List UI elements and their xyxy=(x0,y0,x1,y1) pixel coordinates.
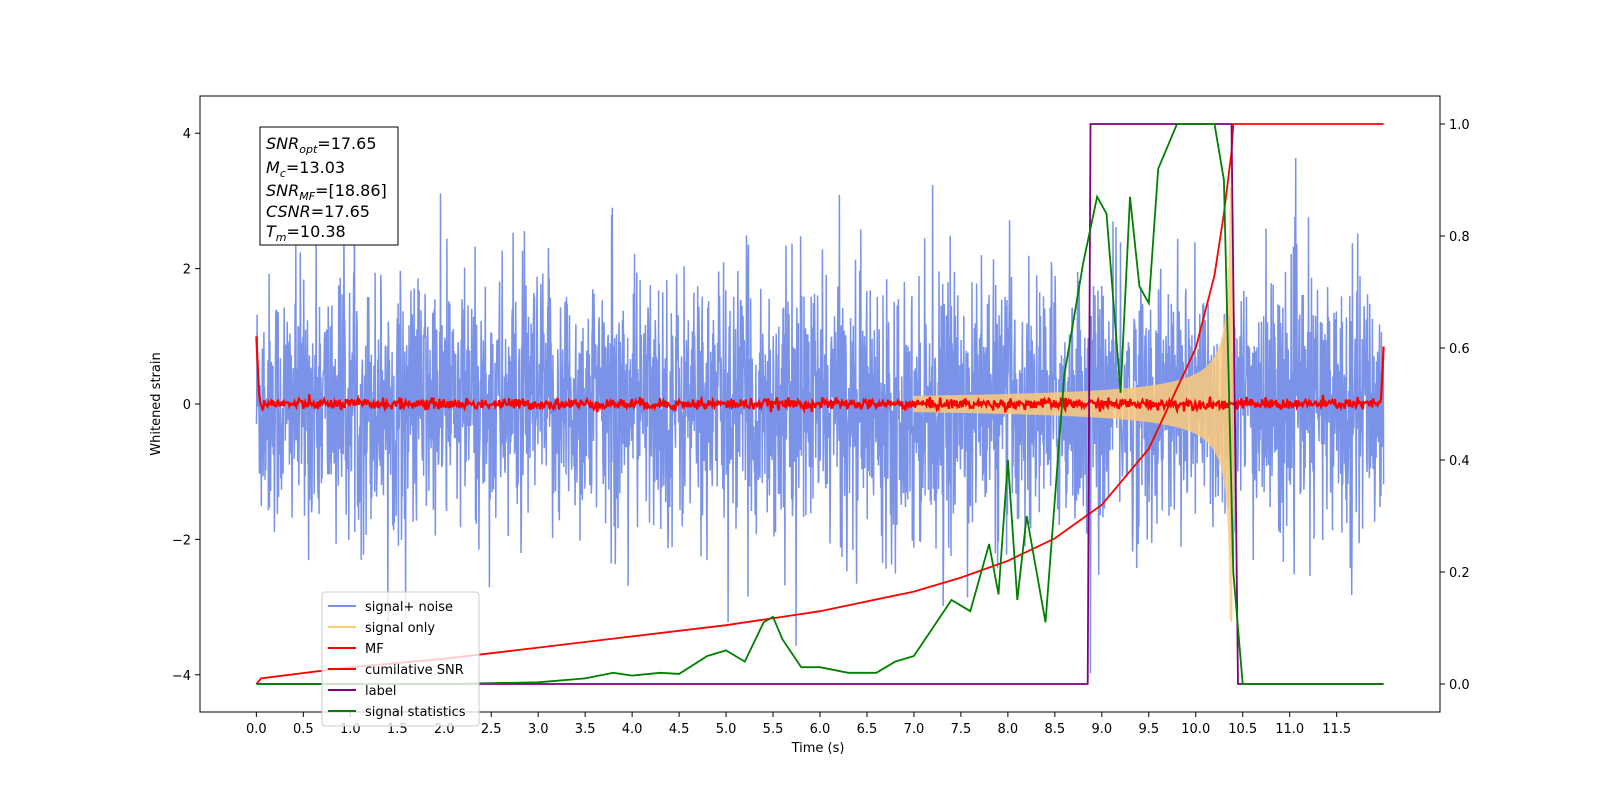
stat-snr-mf: SNRMF=[18.86] xyxy=(266,181,387,203)
x-tick-label: 9.0 xyxy=(1091,722,1112,737)
y-axis-right: 1.0 0.8 0.6 0.4 0.2 0.0 xyxy=(1440,118,1470,693)
x-tick-label: 0.0 xyxy=(246,722,267,737)
x-tick-label: 3.5 xyxy=(575,722,596,737)
y-left-tick-label: −4 xyxy=(172,669,191,684)
legend-label: signal only xyxy=(365,621,435,636)
stat-tm: Tm=10.38 xyxy=(266,222,346,244)
x-tick-label: 8.5 xyxy=(1045,722,1066,737)
x-tick-label: 2.5 xyxy=(481,722,502,737)
y-left-tick-label: −2 xyxy=(172,533,191,548)
legend-label: MF xyxy=(365,642,384,657)
x-tick-label: 10.0 xyxy=(1181,722,1210,737)
x-tick-label: 11.0 xyxy=(1275,722,1304,737)
legend-frame xyxy=(321,591,480,727)
y-right-tick-label: 1.0 xyxy=(1449,118,1470,133)
stat-snr-opt: SNRopt=17.65 xyxy=(266,134,377,156)
x-tick-label: 10.5 xyxy=(1228,722,1257,737)
series-mf-line xyxy=(255,336,1385,415)
legend-label: signal statistics xyxy=(365,705,466,720)
x-tick-label: 7.0 xyxy=(904,722,925,737)
x-tick-label: 3.0 xyxy=(528,722,549,737)
legend-label: cumilative SNR xyxy=(365,663,464,678)
stats-box: SNRopt=17.65 Mc=13.03 SNRMF=[18.86] CSNR… xyxy=(259,126,399,246)
stat-csnr: CSNR=17.65 xyxy=(266,202,370,221)
x-tick-label: 8.0 xyxy=(998,722,1019,737)
y-right-tick-label: 0.8 xyxy=(1449,230,1470,245)
legend-label: label xyxy=(365,684,396,699)
stat-mc: Mc=13.03 xyxy=(266,158,345,180)
x-tick-label: 5.5 xyxy=(763,722,784,737)
x-tick-label: 4.0 xyxy=(622,722,643,737)
y-right-tick-label: 0.4 xyxy=(1449,454,1470,469)
x-tick-label: 11.5 xyxy=(1322,722,1351,737)
x-tick-label: 9.5 xyxy=(1138,722,1159,737)
y-left-tick-label: 2 xyxy=(183,263,191,278)
y-left-tick-label: 0 xyxy=(183,398,191,413)
y-axis-left: 4 2 0 −2 −4 xyxy=(172,127,200,684)
y-right-tick-label: 0.0 xyxy=(1449,678,1470,693)
x-tick-label: 5.0 xyxy=(716,722,737,737)
y-left-tick-label: 4 xyxy=(183,127,191,142)
legend-label: signal+ noise xyxy=(365,600,453,615)
series-signal-only-line xyxy=(913,173,1237,623)
series-signal-statistics-line xyxy=(256,123,1384,685)
y-right-tick-label: 0.2 xyxy=(1449,566,1470,581)
x-axis-label: Time (s) xyxy=(791,741,845,756)
x-tick-label: 6.0 xyxy=(810,722,831,737)
x-tick-label: 7.5 xyxy=(951,722,972,737)
x-tick-label: 6.5 xyxy=(857,722,878,737)
legend: signal+ noise signal only MF cumilative SNR… xyxy=(321,591,480,727)
x-tick-label: 0.5 xyxy=(293,722,314,737)
y-axis-label: Whitened strain xyxy=(149,352,164,455)
y-right-tick-label: 0.6 xyxy=(1449,342,1470,357)
series-signal-noise-line xyxy=(255,157,1385,674)
x-tick-label: 4.5 xyxy=(669,722,690,737)
